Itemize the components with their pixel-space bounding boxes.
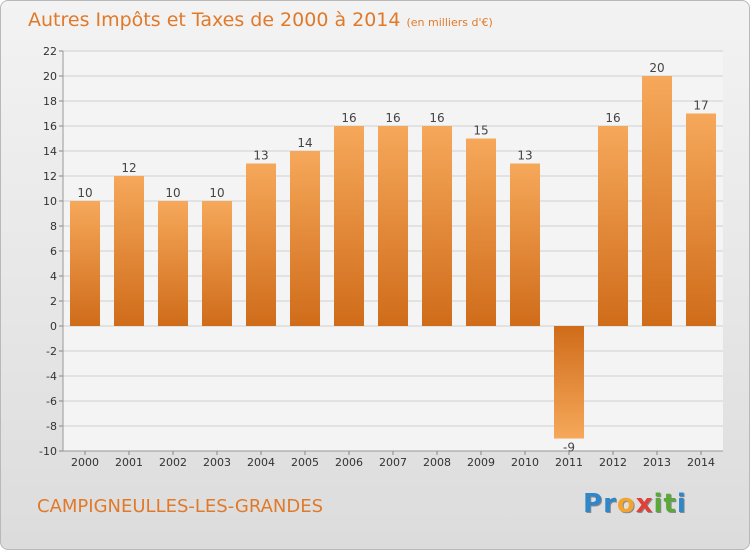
data-label: 10	[209, 186, 224, 200]
y-tick-label: -6	[46, 395, 57, 408]
data-label: 13	[517, 149, 532, 163]
brand-letter: i	[676, 489, 687, 519]
bar	[334, 126, 364, 326]
data-label: 14	[297, 136, 312, 150]
x-tick-label: 2011	[555, 456, 583, 469]
data-label: 16	[429, 111, 444, 125]
data-label: 15	[473, 124, 488, 138]
x-tick-label: 2009	[467, 456, 495, 469]
data-label: -9	[563, 441, 575, 455]
city-name: CAMPIGNEULLES-LES-GRANDES	[37, 496, 324, 517]
x-tick-label: 2012	[599, 456, 627, 469]
data-label: 16	[605, 111, 620, 125]
x-tick-label: 2000	[71, 456, 99, 469]
data-label: 10	[77, 186, 92, 200]
y-tick-label: -8	[46, 420, 57, 433]
data-label: 13	[253, 149, 268, 163]
data-label: 16	[341, 111, 356, 125]
brand-letter: x	[635, 489, 654, 519]
x-tick-label: 2004	[247, 456, 275, 469]
bar	[466, 138, 496, 326]
x-tick-label: 2006	[335, 456, 363, 469]
x-tick-label: 2008	[423, 456, 451, 469]
data-label: 10	[165, 186, 180, 200]
bar	[510, 163, 540, 326]
data-label: 17	[693, 99, 708, 113]
bar	[246, 163, 276, 326]
x-tick-label: 2007	[379, 456, 407, 469]
x-tick-label: 2013	[643, 456, 671, 469]
y-tick-label: 14	[43, 145, 57, 158]
y-tick-label: 16	[43, 120, 57, 133]
y-tick-label: 18	[43, 95, 57, 108]
bar	[70, 201, 100, 326]
bar	[554, 326, 584, 439]
data-label: 20	[649, 61, 664, 75]
x-tick-label: 2014	[687, 456, 715, 469]
brand-letter: t	[663, 489, 677, 519]
y-tick-label: 20	[43, 70, 57, 83]
bar	[114, 176, 144, 326]
data-label: 16	[385, 111, 400, 125]
bar	[422, 126, 452, 326]
x-tick-label: 2001	[115, 456, 143, 469]
y-tick-label: -4	[46, 370, 57, 383]
x-tick-label: 2003	[203, 456, 231, 469]
y-tick-label: 8	[50, 220, 57, 233]
y-tick-label: -2	[46, 345, 57, 358]
y-tick-label: 2	[50, 295, 57, 308]
brand-logo: Proxiti	[583, 489, 687, 519]
y-tick-label: 0	[50, 320, 57, 333]
y-tick-label: 6	[50, 245, 57, 258]
x-tick-label: 2002	[159, 456, 187, 469]
bar	[158, 201, 188, 326]
y-tick-label: -10	[39, 445, 57, 458]
bar	[642, 76, 672, 326]
brand-letter: i	[653, 489, 664, 519]
x-tick-label: 2005	[291, 456, 319, 469]
y-tick-label: 12	[43, 170, 57, 183]
chart-title: Autres Impôts et Taxes de 2000 à 2014 (en…	[28, 9, 493, 31]
bar	[686, 113, 716, 326]
brand-letter: o	[616, 489, 636, 519]
brand-letter: P	[583, 489, 604, 519]
bar	[378, 126, 408, 326]
x-tick-label: 2010	[511, 456, 539, 469]
data-label: 12	[121, 161, 136, 175]
y-tick-label: 22	[43, 45, 57, 58]
title-unit: (en milliers d'€)	[406, 16, 493, 29]
title-text: Autres Impôts et Taxes de 2000 à 2014	[28, 9, 401, 31]
y-tick-label: 4	[50, 270, 57, 283]
bar	[202, 201, 232, 326]
brand-letter: r	[603, 489, 617, 519]
bar	[598, 126, 628, 326]
bar	[290, 151, 320, 326]
y-tick-label: 10	[43, 195, 57, 208]
